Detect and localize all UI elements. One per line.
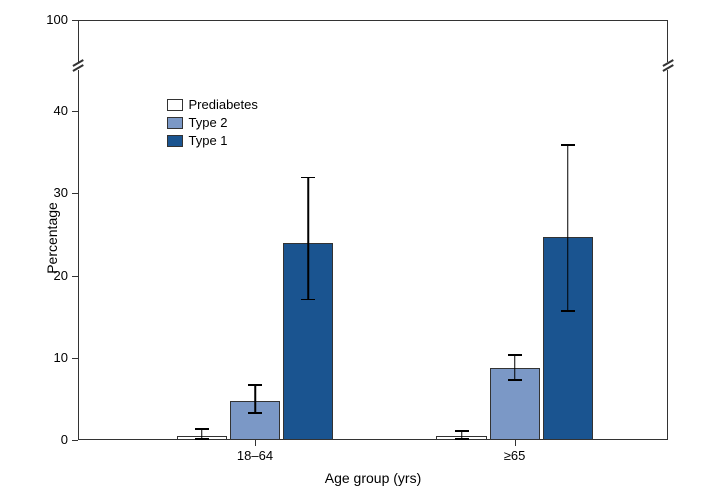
- y-tick-label: 0: [38, 432, 68, 447]
- y-tick: [72, 20, 78, 21]
- legend-swatch: [167, 135, 183, 147]
- error-bar: [254, 384, 256, 412]
- error-bar: [567, 144, 569, 310]
- x-tick: [515, 440, 516, 446]
- error-cap: [301, 299, 315, 301]
- y-axis-label: Percentage: [44, 202, 60, 274]
- error-cap: [248, 412, 262, 414]
- y-tick: [72, 193, 78, 194]
- legend-label: Type 1: [189, 133, 228, 148]
- y-tick-label: 40: [38, 103, 68, 118]
- y-tick-label: 30: [38, 185, 68, 200]
- y-tick-label: 20: [38, 268, 68, 283]
- error-cap: [195, 438, 209, 440]
- error-cap: [561, 144, 575, 146]
- x-tick-label: ≥65: [504, 448, 526, 463]
- legend-label: Type 2: [189, 115, 228, 130]
- error-cap: [561, 310, 575, 312]
- error-cap: [455, 438, 469, 440]
- error-bar: [307, 177, 309, 299]
- legend-item: Type 2: [167, 114, 258, 132]
- y-tick: [72, 111, 78, 112]
- error-cap: [455, 430, 469, 432]
- error-cap: [508, 354, 522, 356]
- error-cap: [195, 428, 209, 430]
- y-tick: [72, 276, 78, 277]
- y-tick: [72, 358, 78, 359]
- x-tick: [255, 440, 256, 446]
- legend-label: Prediabetes: [189, 97, 258, 112]
- legend-swatch: [167, 99, 183, 111]
- chart-container: Percentage Age group (yrs) Prediabetes Ty…: [0, 0, 707, 503]
- y-tick-label: 100: [38, 12, 68, 27]
- y-tick-label: 10: [38, 350, 68, 365]
- x-axis-label: Age group (yrs): [78, 470, 668, 486]
- legend-item: Type 1: [167, 132, 258, 150]
- legend-item: Prediabetes: [167, 96, 258, 114]
- error-cap: [301, 177, 315, 179]
- error-cap: [508, 379, 522, 381]
- y-tick: [72, 440, 78, 441]
- error-bar: [514, 354, 516, 379]
- legend: Prediabetes Type 2 Type 1: [167, 96, 258, 150]
- x-tick-label: 18–64: [237, 448, 273, 463]
- error-cap: [248, 384, 262, 386]
- legend-swatch: [167, 117, 183, 129]
